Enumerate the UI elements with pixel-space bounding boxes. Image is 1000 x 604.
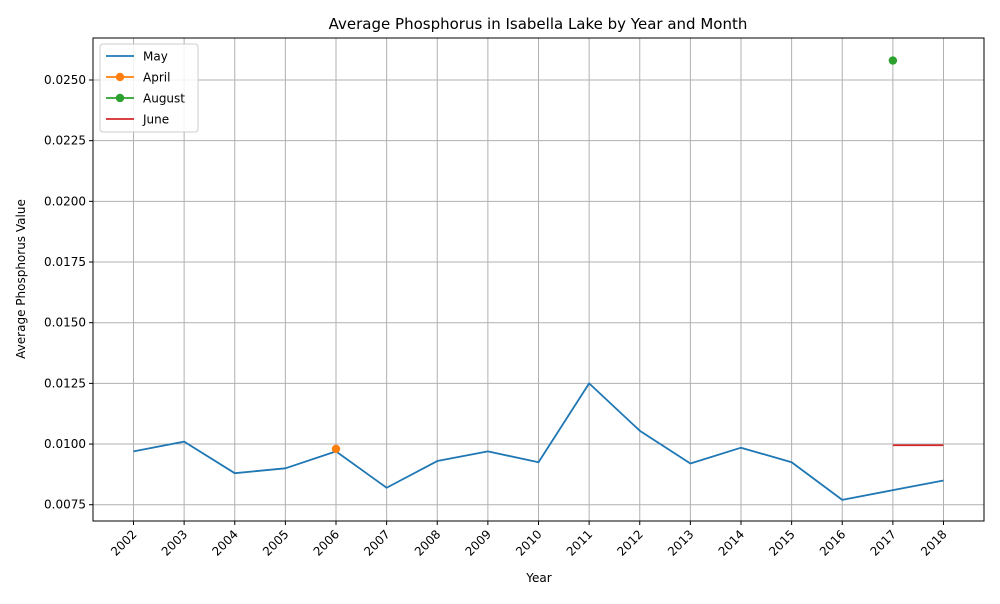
data-point-april xyxy=(331,444,341,454)
y-tick-label: 0.0225 xyxy=(44,134,86,148)
y-tick-label: 0.0100 xyxy=(44,437,86,451)
series-august xyxy=(888,56,898,65)
x-tick-label: 2008 xyxy=(412,527,443,558)
x-tick-label: 2014 xyxy=(716,527,747,558)
series-layer xyxy=(133,56,944,501)
chart-title: Average Phosphorus in Isabella Lake by Y… xyxy=(329,15,748,33)
legend-marker-august xyxy=(115,93,125,103)
y-tick-label: 0.0250 xyxy=(44,73,86,87)
series-may xyxy=(133,382,944,501)
x-tick-label: 2010 xyxy=(513,527,544,558)
x-tick-label: 2007 xyxy=(361,527,392,558)
x-tick-label: 2006 xyxy=(311,527,342,558)
x-tick-label: 2009 xyxy=(462,527,493,558)
y-axis-label: Average Phosphorus Value xyxy=(14,199,28,359)
x-tick-label: 2003 xyxy=(159,527,190,558)
series-line-may xyxy=(133,382,944,501)
x-tick-label: 2013 xyxy=(665,527,696,558)
x-tick-label: 2017 xyxy=(867,527,898,558)
legend-label-april: April xyxy=(143,71,170,85)
x-tick-label: 2011 xyxy=(564,527,595,558)
y-tick-label: 0.0125 xyxy=(44,376,86,390)
x-tick-label: 2002 xyxy=(108,527,139,558)
legend-marker-april xyxy=(115,72,125,82)
y-tick-label: 0.0200 xyxy=(44,194,86,208)
x-tick-label: 2012 xyxy=(614,527,645,558)
x-tick-label: 2018 xyxy=(918,527,949,558)
legend: May April August June xyxy=(99,43,199,133)
data-point-august xyxy=(888,56,898,65)
x-axis-label: Year xyxy=(525,571,551,585)
x-tick-label: 2004 xyxy=(209,527,240,558)
y-tick-label: 0.0150 xyxy=(44,316,86,330)
x-tick-label: 2005 xyxy=(260,527,291,558)
y-tick-label: 0.0175 xyxy=(44,255,86,269)
x-tick-label: 2015 xyxy=(766,527,797,558)
x-tick-label: 2016 xyxy=(817,527,848,558)
legend-label-may: May xyxy=(143,50,168,64)
legend-label-june: June xyxy=(142,113,169,127)
axis-layer: 2002 2003 2004 2005 2006 2007 2008 2009 2010 2011… xyxy=(44,73,950,559)
y-tick-label: 0.0075 xyxy=(44,498,86,512)
series-april xyxy=(331,444,341,454)
grid-layer xyxy=(93,38,984,521)
legend-label-august: August xyxy=(143,92,185,106)
legend-box xyxy=(99,43,199,133)
